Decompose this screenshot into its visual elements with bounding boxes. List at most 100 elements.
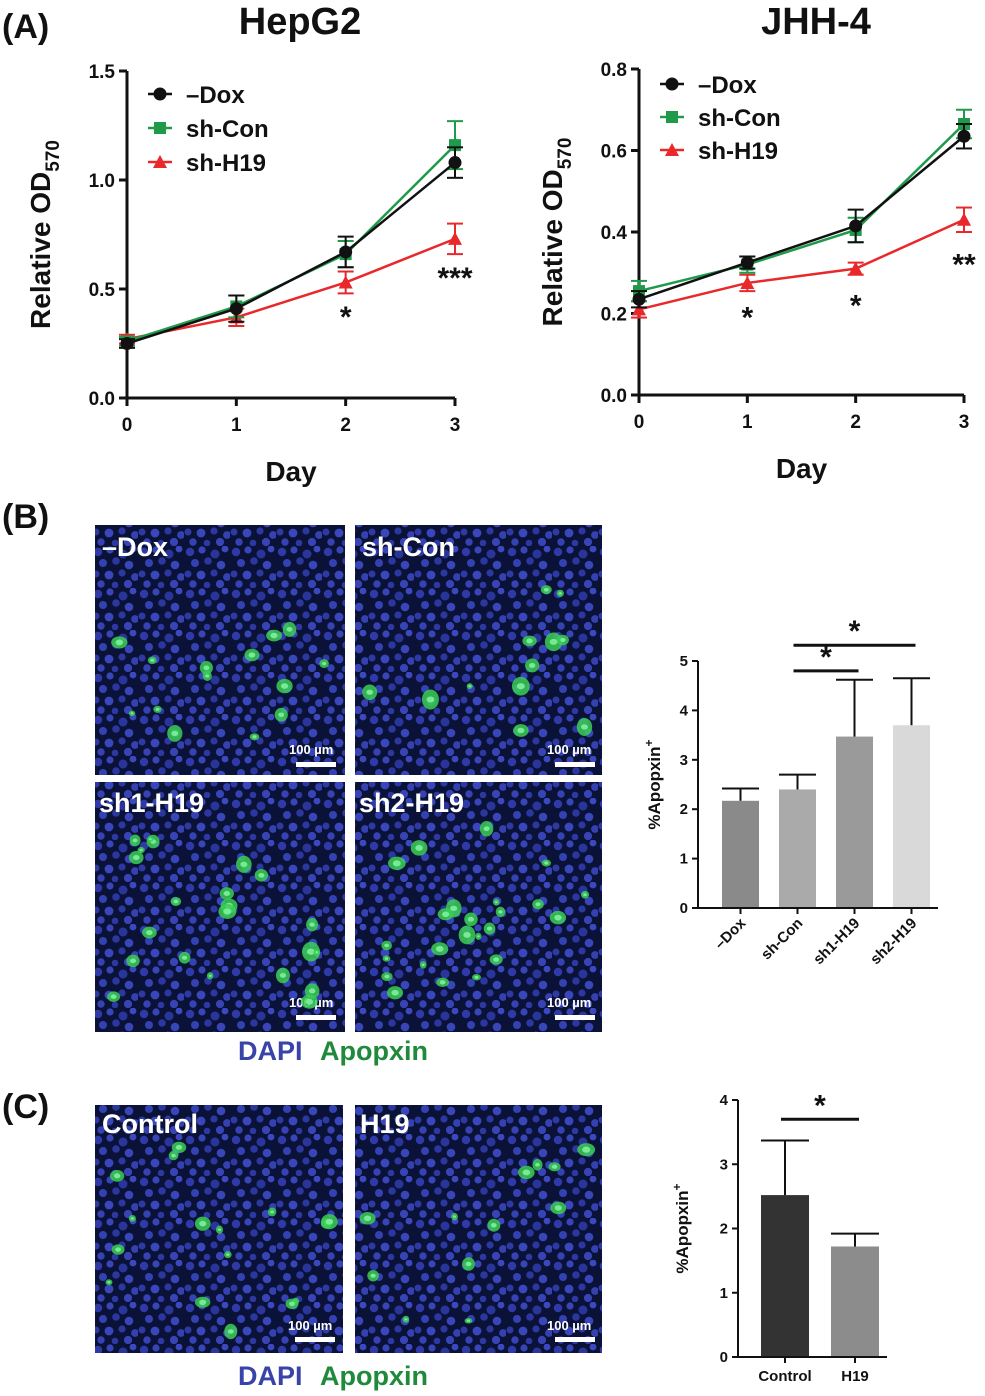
apopxin-cell-core bbox=[252, 735, 257, 739]
marker-circle bbox=[153, 87, 167, 101]
x-tick-label: 0 bbox=[634, 412, 645, 433]
apopxin-cell-core bbox=[139, 848, 143, 852]
apopxin-cell-core bbox=[450, 905, 458, 912]
panel-label-c: (C) bbox=[2, 1088, 49, 1126]
bar bbox=[722, 800, 759, 908]
apopxin-cell-core bbox=[544, 861, 549, 865]
stain-apopxin: Apopxin bbox=[320, 1361, 428, 1391]
y-tick-label: 1 bbox=[680, 851, 688, 868]
series-line bbox=[638, 218, 965, 311]
apopxin-cell-core bbox=[581, 724, 588, 730]
micrograph-grid-b: –Dox 100 µm sh-Con 100 µm sh1-H19 100 µm… bbox=[95, 525, 602, 1032]
x-tick-label: sh1-H19 bbox=[810, 915, 863, 968]
apopxin-cell-core bbox=[490, 1222, 497, 1228]
series-shh19 bbox=[631, 206, 972, 319]
apopxin-cell-core bbox=[528, 662, 536, 668]
legend-label: sh-H19 bbox=[186, 150, 266, 177]
y-tick-label: 4 bbox=[720, 1092, 729, 1109]
y-tick-label: 0.5 bbox=[89, 280, 116, 301]
y-tick-label: 0.4 bbox=[601, 223, 628, 244]
series-line bbox=[638, 135, 965, 301]
x-axis-label: Day bbox=[776, 453, 828, 484]
stain-legend-c: DAPI Apopxin bbox=[238, 1361, 428, 1391]
marker-circle bbox=[448, 156, 462, 170]
marker-triangle bbox=[153, 155, 167, 168]
apopxin-cell-core bbox=[366, 689, 374, 695]
apopxin-cell-core bbox=[442, 911, 450, 918]
micrograph-label: sh-Con bbox=[362, 532, 455, 562]
apopxin-cell-core bbox=[467, 916, 475, 922]
y-tick-label: 1.5 bbox=[89, 62, 116, 83]
y-tick-label: 1 bbox=[720, 1285, 728, 1302]
apopxin-cell-core bbox=[132, 838, 138, 843]
apopxin-positive-cells bbox=[105, 1141, 596, 1340]
apopxin-cell-core bbox=[223, 890, 231, 896]
apopxin-cell-core bbox=[308, 988, 316, 994]
x-tick-label: 1 bbox=[231, 415, 242, 436]
legend-label: –Dox bbox=[186, 82, 245, 109]
y-tick-label: 0.2 bbox=[601, 305, 627, 326]
x-tick-label: 3 bbox=[959, 412, 970, 433]
marker-triangle bbox=[338, 275, 353, 289]
apopxin-cell-core bbox=[384, 957, 389, 960]
apopxin-cell-core bbox=[404, 1318, 408, 1321]
apopxin-cell-core bbox=[286, 627, 293, 632]
y-axis-label: %Apopxin+ bbox=[670, 1183, 692, 1273]
y-tick-label: 3 bbox=[720, 1156, 728, 1173]
scale-bar-label: 100 µm bbox=[547, 1318, 591, 1333]
apopxin-cell-core bbox=[477, 935, 480, 938]
apopxin-cell-core bbox=[493, 957, 500, 962]
apopxin-cell-core bbox=[182, 955, 188, 960]
y-tick-label: 1.0 bbox=[89, 171, 115, 192]
scale-bar bbox=[296, 1015, 336, 1020]
apopxin-cell-core bbox=[543, 587, 549, 592]
apopxin-cell-core bbox=[558, 592, 562, 595]
y-tick-label: 2 bbox=[720, 1221, 728, 1238]
apopxin-cell-core bbox=[516, 683, 525, 690]
apopxin-cell-core bbox=[554, 1205, 562, 1211]
micrograph-sh2h19: sh2-H19 100 µm bbox=[355, 782, 602, 1032]
apopxin-cell-core bbox=[421, 963, 425, 967]
apopxin-cell-core bbox=[270, 1210, 275, 1214]
apopxin-cell-core bbox=[466, 1319, 471, 1323]
line-chart-jhh4: JHH-4 0.0 0.2 0.4 0.6 0.8 0 1 2 3 Day Relative OD57… bbox=[537, 1, 976, 484]
apopxin-cell-core bbox=[306, 948, 316, 955]
bar bbox=[761, 1195, 809, 1357]
scale-bar bbox=[295, 1337, 335, 1342]
apopxin-cell-core bbox=[463, 932, 471, 938]
apopxin-cell-core bbox=[199, 1220, 207, 1227]
series-dox bbox=[119, 146, 463, 350]
scale-bar-label: 100 µm bbox=[289, 742, 333, 757]
stain-dapi: DAPI bbox=[238, 1361, 303, 1391]
y-tick-label: 5 bbox=[680, 653, 688, 670]
apopxin-cell-core bbox=[208, 974, 212, 977]
chart-title: JHH-4 bbox=[761, 1, 871, 43]
y-tick-label: 4 bbox=[680, 702, 689, 719]
marker-square bbox=[154, 122, 166, 134]
legend-label: sh-Con bbox=[698, 105, 781, 132]
apopxin-cell-core bbox=[203, 665, 210, 671]
x-tick-label: sh-Con bbox=[758, 915, 807, 964]
scale-bar bbox=[555, 762, 595, 767]
legend-label: sh-Con bbox=[186, 116, 269, 143]
apopxin-cell-core bbox=[113, 1173, 121, 1179]
marker-circle bbox=[665, 77, 679, 91]
apopxin-cell-core bbox=[468, 685, 472, 688]
apopxin-cell-core bbox=[384, 974, 390, 979]
apopxin-cell-core bbox=[535, 902, 541, 907]
significance-label: * bbox=[741, 302, 753, 335]
apopxin-cell-core bbox=[217, 1228, 222, 1231]
apopxin-cell-core bbox=[363, 1215, 372, 1222]
x-tick-label: H19 bbox=[841, 1368, 869, 1385]
micrograph-label: sh2-H19 bbox=[359, 788, 464, 818]
apopxin-cell-core bbox=[199, 1299, 207, 1305]
apopxin-cell-core bbox=[289, 1301, 295, 1307]
apopxin-cell-core bbox=[526, 638, 533, 644]
micrograph-shcon: sh-Con 100 µm bbox=[355, 525, 602, 775]
significance-label: * bbox=[814, 1089, 826, 1122]
bar-chart-apopxin-c: Control H19 0 1 2 3 4 %Apopxin+ * bbox=[670, 1089, 887, 1385]
apopxin-cell-core bbox=[321, 661, 327, 666]
micrograph-image bbox=[355, 525, 602, 775]
micrograph-label: H19 bbox=[360, 1109, 410, 1139]
